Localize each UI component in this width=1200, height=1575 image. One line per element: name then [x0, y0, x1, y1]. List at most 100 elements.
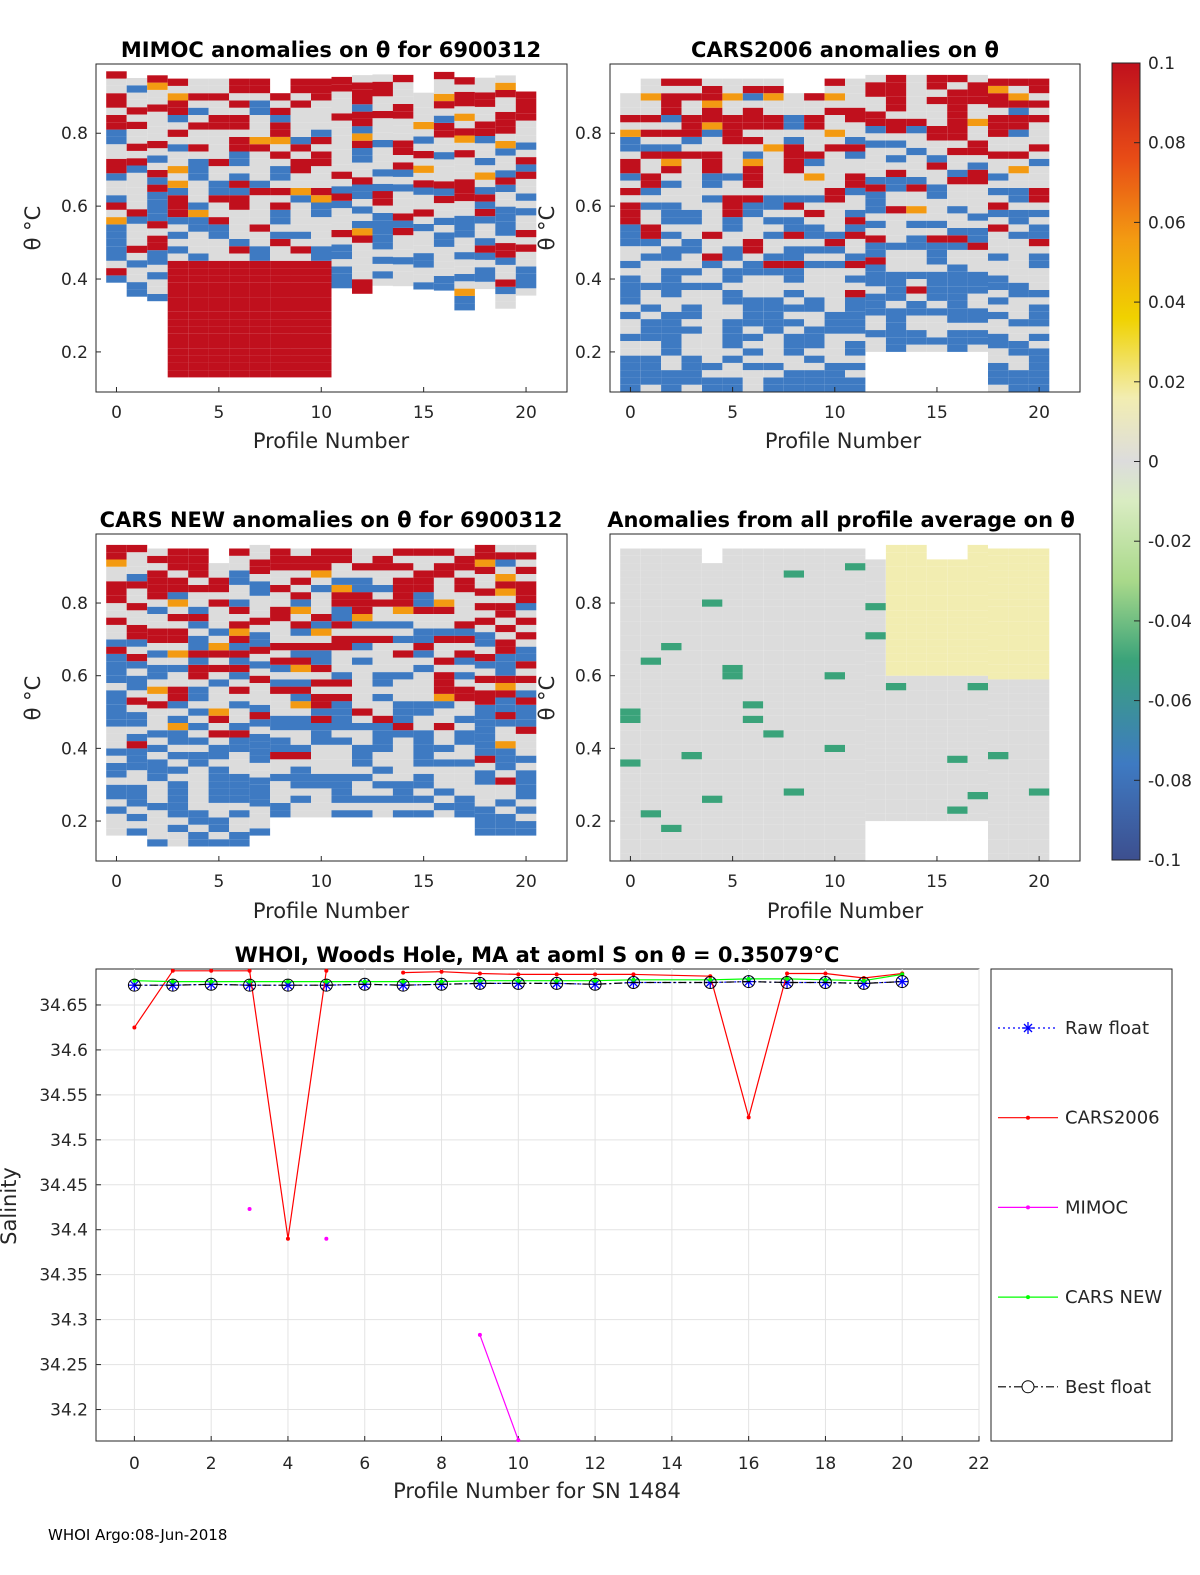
heatmap-cell: [167, 650, 189, 658]
heatmap-cell: [270, 737, 291, 745]
heatmap-cell: [474, 762, 496, 771]
heatmap-cell: [147, 664, 168, 673]
heatmap-cell: [988, 686, 1009, 694]
heatmap-cell: [495, 697, 516, 705]
heatmap-cell: [208, 584, 230, 593]
heatmap-cell: [804, 333, 825, 341]
heatmap-cell: [1028, 151, 1050, 159]
heatmap-cell: [229, 606, 250, 614]
heatmap-cell: [249, 246, 271, 254]
heatmap-cell: [229, 311, 250, 320]
heatmap-cell: [495, 806, 516, 814]
heatmap-cell: [188, 173, 209, 181]
heatmap-cell: [824, 319, 845, 327]
heatmap-cell: [885, 162, 907, 170]
heatmap-cell: [885, 799, 907, 807]
heatmap-cell: [229, 209, 250, 218]
heatmap-cell: [167, 563, 189, 571]
heatmap-cell: [372, 548, 393, 556]
heatmap-cell: [106, 202, 127, 210]
heatmap-cell: [640, 846, 662, 854]
heatmap-cell: [1028, 311, 1050, 320]
y-tick-label: 0.2: [61, 812, 88, 832]
heatmap-cell: [763, 817, 784, 825]
heatmap-cell: [454, 621, 475, 629]
heatmap-cell: [763, 795, 784, 803]
heatmap-cell: [824, 824, 845, 832]
heatmap-cell: [331, 613, 352, 622]
heatmap-cell: [474, 238, 496, 246]
heatmap-cell: [783, 810, 805, 818]
heatmap-cell: [311, 180, 332, 188]
heatmap-cell: [474, 639, 496, 647]
heatmap-cell: [126, 806, 148, 814]
heatmap-cell: [126, 107, 148, 115]
heatmap-cell: [947, 169, 968, 177]
heatmap-cell: [188, 831, 209, 840]
heatmap-cell: [311, 628, 332, 636]
heatmap-cell: [722, 810, 743, 818]
heatmap-cell: [167, 831, 189, 840]
heatmap-cell: [722, 693, 743, 702]
heatmap-cell: [352, 613, 373, 622]
heatmap-cell: [742, 730, 764, 738]
heatmap-cell: [515, 617, 537, 625]
heatmap-cell: [208, 107, 230, 115]
heatmap-cell: [783, 759, 805, 767]
heatmap-cell: [229, 773, 250, 782]
heatmap-cell: [413, 599, 434, 607]
heatmap-cell: [454, 657, 475, 665]
heatmap-cell: [947, 675, 968, 683]
heatmap-cell: [906, 632, 927, 640]
heatmap-cell: [372, 263, 393, 272]
heatmap-cell: [126, 741, 148, 749]
heatmap-cell: [290, 231, 311, 239]
heatmap-cell: [906, 82, 927, 90]
heatmap-cell: [167, 209, 189, 218]
heatmap-cell: [640, 333, 662, 341]
heatmap-cell: [1028, 180, 1050, 188]
x-tick-label: 0: [625, 872, 636, 892]
heatmap-cell: [763, 187, 784, 196]
heatmap-cell: [433, 802, 455, 811]
heatmap-cell: [926, 603, 948, 611]
heatmap-cell: [126, 566, 148, 574]
heatmap-cell: [885, 617, 907, 625]
heatmap-cell: [331, 679, 352, 687]
heatmap-cell: [392, 810, 414, 818]
heatmap-cell: [188, 679, 209, 687]
heatmap-cell: [885, 286, 907, 294]
heatmap-cell: [926, 661, 948, 669]
heatmap-cell: [270, 268, 291, 276]
heatmap-cell: [702, 693, 723, 702]
heatmap-cell: [661, 802, 682, 811]
heatmap-cell: [824, 377, 845, 385]
heatmap-cell: [372, 147, 393, 155]
heatmap-cell: [311, 650, 332, 658]
heatmap-cell: [188, 268, 209, 276]
heatmap-cell: [865, 799, 886, 807]
heatmap-cell: [722, 158, 743, 167]
heatmap-cell: [229, 253, 250, 261]
heatmap-cell: [824, 290, 845, 298]
heatmap-cell: [474, 704, 496, 713]
heatmap-cell: [640, 326, 662, 334]
heatmap-cell: [126, 129, 148, 137]
heatmap-cell: [474, 784, 496, 792]
heatmap-cell: [474, 770, 496, 778]
heatmap-cell: [106, 675, 127, 683]
heatmap-cell: [681, 209, 702, 218]
heatmap-cell: [661, 621, 682, 629]
heatmap-cell: [474, 259, 496, 268]
heatmap-cell: [515, 610, 537, 618]
heatmap-cell: [126, 697, 148, 705]
heatmap-cell: [865, 206, 886, 214]
heatmap-cell: [147, 191, 168, 200]
heatmap-cell: [1008, 744, 1029, 752]
salinity-title: WHOI, Woods Hole, MA at aoml S on θ = 0.…: [235, 943, 840, 967]
heatmap-cell: [311, 253, 332, 261]
heatmap-cell: [845, 341, 866, 349]
y-tick-label: 34.35: [39, 1266, 88, 1286]
heatmap-cell: [474, 216, 496, 224]
heatmap-cell: [474, 610, 496, 618]
